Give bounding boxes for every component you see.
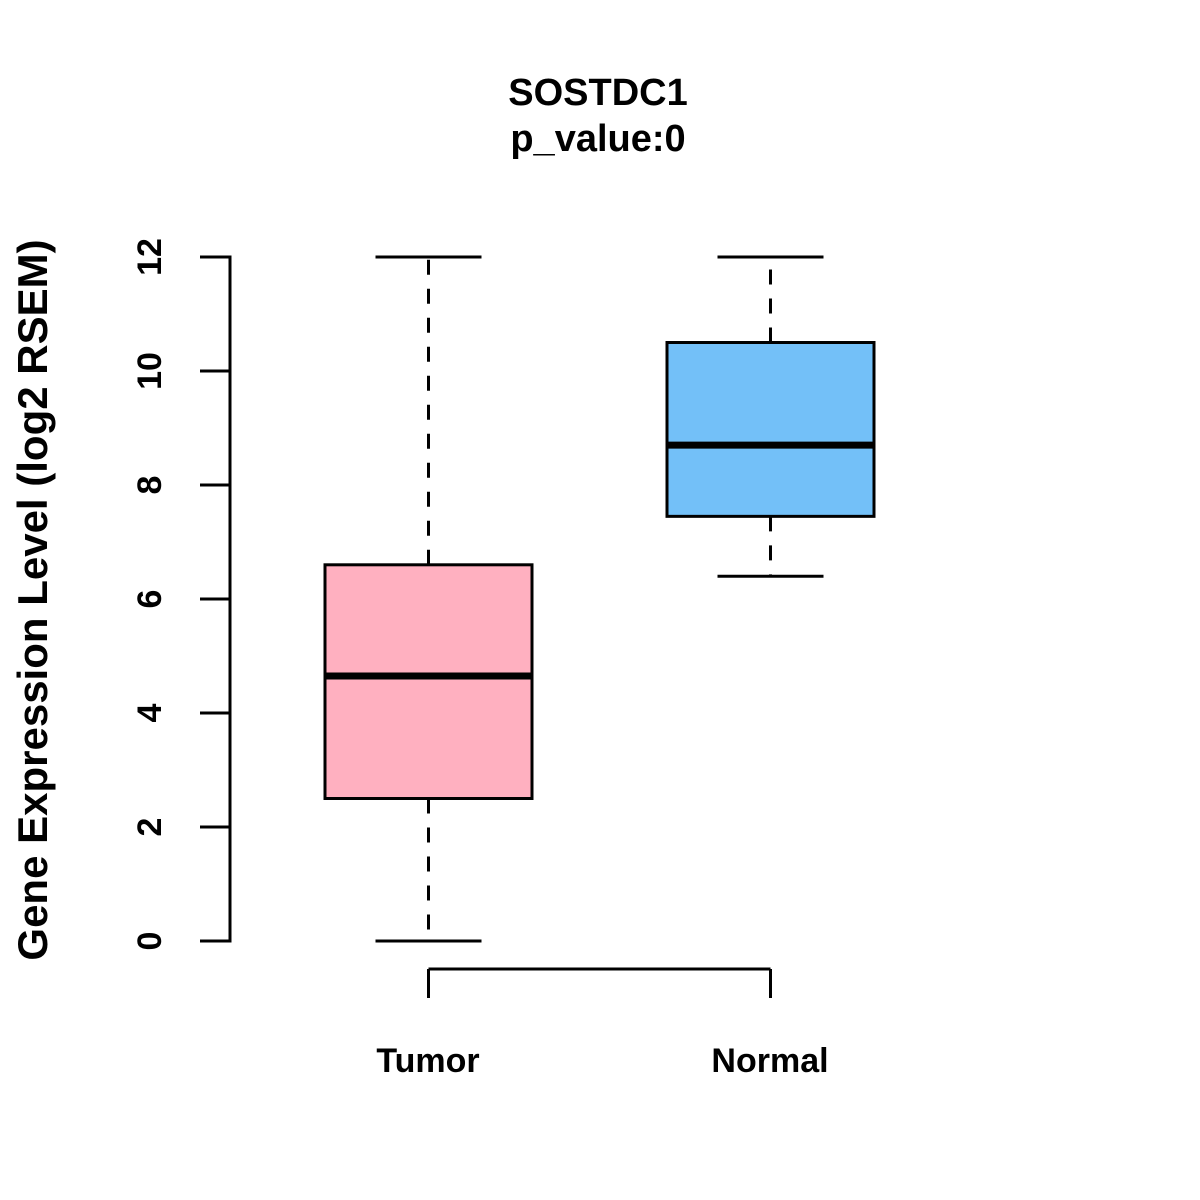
y-tick-label: 10 [131,352,169,390]
chart-subtitle: p_value:0 [510,118,686,160]
category-label-tumor: Tumor [376,1042,480,1080]
chart-title: SOSTDC1 [508,72,688,114]
y-tick-label: 4 [131,703,169,722]
y-tick-label: 12 [131,238,169,276]
box-tumor [323,563,534,800]
y-tick-label: 2 [131,818,169,837]
y-tick-label: 6 [131,590,169,609]
y-tick-label: 8 [131,476,169,495]
y-tick-label: 0 [131,932,169,951]
y-axis-label: Gene Expression Level (log2 RSEM) [9,239,56,961]
category-label-normal: Normal [711,1042,829,1080]
box-normal [665,341,876,518]
